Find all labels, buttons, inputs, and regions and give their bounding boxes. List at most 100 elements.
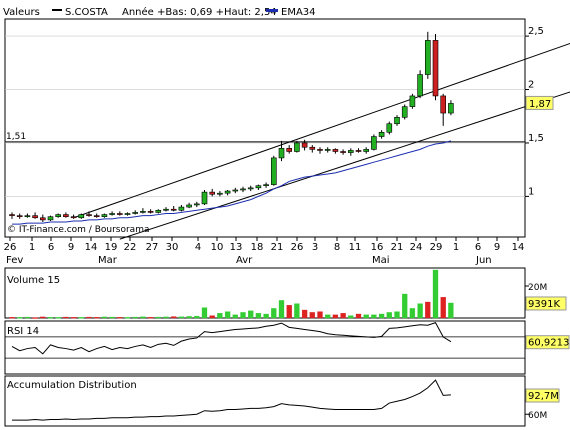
x-axis-label: 8 (334, 242, 340, 253)
rsi-panel (4, 320, 526, 375)
candle (124, 213, 131, 215)
candle (417, 74, 423, 97)
volume-bar (117, 317, 123, 319)
candle (78, 214, 85, 219)
volume-bar (32, 317, 38, 319)
candle (55, 214, 62, 217)
rsi-line (11, 321, 452, 355)
candle (409, 95, 416, 107)
candle (201, 191, 208, 205)
volume-bar (340, 313, 346, 319)
candle (448, 103, 454, 114)
volume-bar (278, 300, 285, 319)
candle (401, 106, 408, 118)
ad-axis-label: 60M (528, 411, 547, 421)
volume-bar (378, 313, 385, 319)
x-axis-label: 11 (349, 242, 362, 253)
candle (101, 214, 108, 217)
candle (286, 148, 293, 152)
x-axis-label: 21 (391, 242, 404, 253)
volume-bar (70, 317, 77, 319)
candle (340, 151, 346, 153)
candle (155, 209, 162, 213)
x-axis-label: 16 (371, 242, 384, 253)
volume-bar (348, 315, 354, 319)
volume-bar (9, 317, 15, 319)
volume-bar (224, 311, 231, 319)
volume-bar (294, 303, 300, 319)
x-axis-label: 6 (475, 242, 481, 253)
last-volume-label: 9391K (528, 299, 560, 310)
last-price-label: 1,87 (529, 99, 551, 110)
volume-bar (332, 314, 339, 319)
x-axis-label: 14 (512, 242, 525, 253)
candle (170, 208, 177, 211)
volume-bar (140, 316, 146, 319)
candle (24, 215, 31, 217)
candle (386, 123, 393, 133)
candle (140, 211, 146, 213)
candle (440, 95, 447, 114)
volume-title: Volume 15 (7, 275, 60, 286)
volume-bar (309, 312, 315, 319)
x-axis-label: 13 (230, 242, 243, 253)
volume-bar (425, 301, 431, 319)
volume-bar (147, 317, 154, 319)
last-ad-label: 92,7M (528, 391, 559, 402)
volume-bar (263, 313, 269, 319)
x-axis-label: 24 (410, 242, 423, 253)
candle (317, 149, 323, 151)
symbol-swatch (52, 9, 62, 11)
x-axis-label: 9 (68, 242, 74, 253)
candle (16, 215, 23, 217)
x-axis-label: 9 (494, 242, 500, 253)
volume-bar (40, 316, 46, 319)
last-volume-box (525, 296, 567, 311)
volume-bar (178, 316, 185, 319)
volume-bar (109, 316, 115, 319)
volume-bar (386, 312, 392, 319)
x-axis-label: 22 (124, 242, 137, 253)
candle (255, 185, 262, 189)
candle (217, 192, 223, 195)
candle (424, 40, 431, 75)
candle (432, 40, 439, 97)
candle (47, 216, 54, 221)
candle (309, 146, 316, 150)
volume-bar (271, 308, 277, 319)
volume-bar (86, 316, 92, 319)
volume-bar (94, 317, 100, 319)
volume-bar (55, 317, 61, 319)
x-axis-label: 1 (453, 242, 459, 253)
header-label: Valeurs (3, 7, 40, 18)
candle (109, 213, 115, 215)
volume-bar (355, 313, 362, 319)
copyright: © IT-Finance.com / Boursorama (7, 225, 149, 235)
volume-bar (440, 297, 446, 319)
volume-bar (248, 310, 254, 319)
ad-line (12, 379, 451, 421)
volume-bar (209, 315, 215, 319)
header-symbol: S.COSTA (65, 7, 108, 18)
volume-bar (217, 313, 223, 319)
x-axis-label: 1 (29, 242, 35, 253)
x-axis-label: 10 (211, 242, 224, 253)
candle (132, 212, 138, 214)
candle (224, 190, 231, 194)
candle (39, 217, 46, 221)
candle (163, 208, 169, 211)
x-axis-label: 14 (85, 242, 98, 253)
last-price-box (525, 95, 554, 110)
x-axis-label: 26 (4, 242, 17, 253)
ema-swatch (266, 9, 278, 12)
candle (324, 149, 331, 151)
volume-panel (4, 267, 526, 319)
volume-bar (101, 316, 108, 319)
volume-bar (402, 293, 408, 319)
price-panel (4, 18, 526, 238)
x-axis-label: 27 (146, 242, 159, 253)
price-axis-label: 1 (528, 186, 534, 197)
volume-bar (448, 302, 454, 319)
x-axis-label: 4 (195, 242, 201, 253)
